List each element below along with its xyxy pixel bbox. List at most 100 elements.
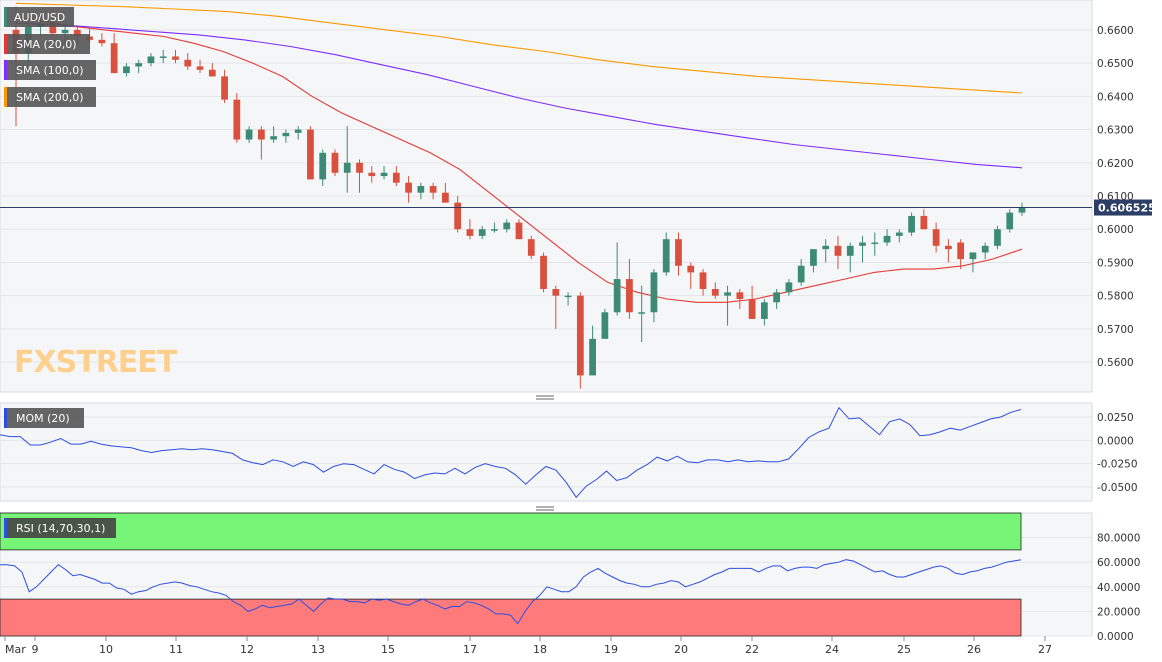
candle-body	[822, 245, 830, 250]
candle-body	[110, 43, 118, 74]
candle-body	[49, 23, 57, 34]
legend-sma200-label: SMA (200,0)	[16, 91, 84, 104]
candle-body	[257, 129, 265, 140]
candle-body	[319, 152, 327, 180]
candle-body	[392, 172, 400, 183]
legend-mom-label: MOM (20)	[16, 412, 70, 425]
legend-mom[interactable]: MOM (20)	[4, 408, 84, 428]
legend-sma100-label: SMA (100,0)	[16, 64, 84, 77]
last-price-label: 0.606525	[1098, 202, 1156, 215]
sma-lines	[15, 2, 1023, 303]
rsi-overbought-band	[0, 512, 1022, 551]
candle-body	[883, 235, 891, 243]
legend-sma200[interactable]: SMA (200,0)	[4, 87, 96, 107]
candle-body	[675, 239, 682, 266]
x-tick-label: Mar	[5, 643, 26, 656]
price-tick-label: 0.5700	[1097, 324, 1134, 336]
candle-body	[846, 245, 854, 256]
candle-body	[294, 129, 302, 133]
legend-sma200-swatch	[4, 87, 7, 107]
mom-axis: -0.0500 -0.0250 0.0000 0.0250	[1097, 412, 1138, 494]
candle-body	[920, 215, 928, 230]
candle-body	[810, 249, 817, 266]
price-tick-label: 0.6600	[1097, 25, 1134, 37]
mom-panel: -0.0500 -0.0250 0.0000 0.0250 MOM (20)	[0, 402, 1138, 502]
candle-body	[957, 242, 965, 260]
x-axis: Mar 9 10 11 12 13 15 17 18 19 20 22 24 25 26 27	[4, 636, 1052, 656]
legend-sma200-bg	[4, 87, 96, 107]
price-tick-label: 0.5800	[1097, 291, 1134, 303]
price-tick-label: 0.6200	[1097, 158, 1134, 170]
candle-body	[282, 132, 290, 137]
legend-sma100-bg	[4, 60, 96, 80]
candle-body	[760, 302, 768, 319]
candle-body	[233, 99, 241, 140]
candles	[12, 6, 1026, 389]
x-tick-label: 26	[967, 643, 981, 656]
candle-body	[650, 272, 658, 313]
mom-tick-label: 0.0250	[1097, 412, 1134, 424]
candle-body	[613, 279, 621, 313]
legend-mom-swatch	[4, 408, 7, 428]
candle-body	[172, 56, 179, 60]
price-tick-label: 0.5600	[1097, 357, 1134, 369]
candle-body	[515, 222, 523, 240]
legend-sma20[interactable]: SMA (20,0)	[4, 34, 90, 54]
candle-body	[429, 186, 437, 193]
mom-tick-label: -0.0500	[1097, 482, 1138, 494]
candle-body	[908, 215, 915, 233]
x-tick-label: 18	[533, 643, 547, 656]
last-price-tag-bg	[1094, 199, 1152, 216]
x-tick-label: 20	[674, 643, 688, 656]
candle-body	[638, 312, 646, 314]
candle-body	[356, 162, 363, 173]
rsi-tick-label: 40.0000	[1097, 582, 1140, 594]
price-axis: 0.56000.57000.58000.59000.60000.61000.62…	[1097, 25, 1134, 369]
x-tick-label: 27	[1038, 643, 1052, 656]
legend-price-swatch	[4, 7, 7, 27]
candle-body	[736, 292, 744, 299]
candle-body	[699, 272, 707, 290]
candle-body	[405, 182, 412, 193]
candle-body	[245, 129, 253, 140]
x-tick-label: 12	[240, 643, 254, 656]
candle-body	[331, 152, 339, 173]
rsi-panel: 0.0000 20.0000 40.0000 60.0000 80.0000 RSI (…	[0, 512, 1140, 643]
candle-body	[159, 56, 167, 58]
candle-body	[662, 239, 670, 273]
legend-sma100[interactable]: SMA (100,0)	[4, 60, 96, 80]
candle-body	[859, 242, 866, 246]
legend-price-bg	[4, 7, 74, 27]
brand-watermark: FXSTREET	[14, 345, 178, 380]
candle-body	[564, 295, 572, 298]
legend-sma20-bg	[4, 34, 90, 54]
last-price-tag: 0.606525	[1094, 199, 1156, 216]
candle-body	[724, 292, 731, 296]
price-tick-label: 0.6400	[1097, 91, 1134, 103]
panel-divider-1[interactable]	[536, 395, 554, 400]
legend-price[interactable]: AUD/USD	[4, 7, 74, 27]
price-grid	[0, 29, 1092, 363]
candle-body	[969, 252, 977, 260]
legend-rsi-swatch	[4, 518, 7, 538]
candle-body	[221, 76, 228, 100]
candle-body	[123, 66, 130, 74]
candle-body	[1018, 207, 1026, 213]
candle-body	[994, 229, 1001, 246]
candle-body	[503, 222, 511, 230]
x-tick-label: 10	[99, 643, 113, 656]
rsi-tick-label: 0.0000	[1097, 631, 1134, 643]
x-tick-label: 13	[311, 643, 325, 656]
mom-line	[0, 406, 1022, 499]
x-tick-label: 11	[169, 643, 183, 656]
sma100-line	[15, 22, 1023, 169]
x-tick-label: 9	[32, 643, 39, 656]
panel-divider-2[interactable]	[536, 506, 554, 511]
price-tick-label: 0.6300	[1097, 125, 1134, 137]
legend-rsi[interactable]: RSI (14,70,30,1)	[4, 518, 116, 538]
rsi-line	[0, 559, 1022, 625]
mom-tick-label: 0.0000	[1097, 435, 1134, 447]
x-tick-label: 19	[604, 643, 618, 656]
candle-body	[601, 312, 609, 339]
candle-body	[147, 56, 155, 64]
